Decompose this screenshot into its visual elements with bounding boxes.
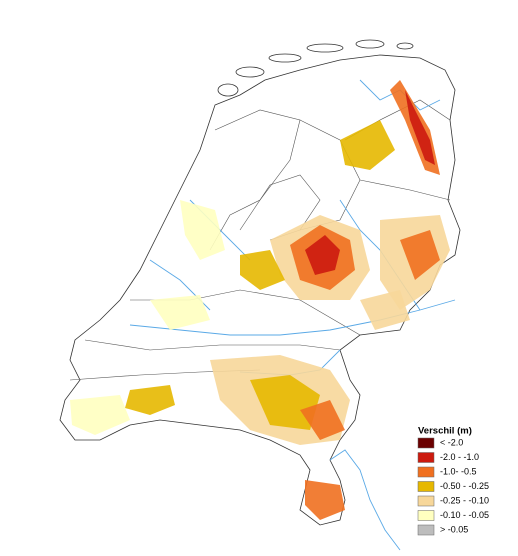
- island: [235, 66, 265, 78]
- island: [217, 83, 239, 97]
- island: [306, 43, 344, 53]
- river: [329, 449, 401, 551]
- border: [209, 109, 301, 251]
- legend-swatch: [417, 452, 435, 463]
- legend-label: < -2.0: [440, 437, 463, 447]
- legend-swatch: [417, 466, 435, 478]
- area: [70, 395, 130, 435]
- area: [305, 235, 340, 275]
- area: [405, 90, 435, 165]
- legend-label: -0.25 - -0.10: [440, 495, 489, 505]
- area: [400, 230, 440, 280]
- subsidence-areas: [70, 80, 450, 520]
- border: [359, 179, 451, 201]
- area: [240, 250, 285, 290]
- legend-label: -0.50 - -0.25: [440, 481, 489, 491]
- area: [305, 480, 345, 520]
- area: [150, 295, 210, 330]
- area: [250, 375, 320, 430]
- legend-swatch: [417, 495, 435, 507]
- legend-label: > -0.05: [440, 524, 468, 534]
- polder: [239, 174, 321, 231]
- legend-title: Verschil (m): [418, 426, 472, 437]
- legend-items: < -2.0 -2.0 - -1.0 -1.0- -0.5 -0.50 - -0.25…: [417, 437, 489, 536]
- legend: Verschil (m) < -2.0 -2.0 - -1.0 -1.0- -0.5…: [412, 422, 512, 550]
- legend-label: -2.0 - -1.0: [440, 452, 479, 462]
- border: [84, 339, 341, 351]
- area: [300, 400, 345, 440]
- island: [355, 39, 385, 49]
- area: [180, 200, 225, 260]
- river: [129, 299, 456, 336]
- area: [360, 290, 410, 330]
- islands: [217, 39, 414, 97]
- area: [125, 385, 175, 415]
- legend-label: -0.10 - -0.05: [440, 510, 489, 520]
- island: [268, 53, 302, 63]
- legend-swatch: [417, 510, 435, 521]
- island: [396, 42, 414, 50]
- legend-swatch: [417, 437, 435, 449]
- legend-swatch: [417, 524, 435, 536]
- legend-label: -1.0- -0.5: [440, 466, 477, 476]
- legend-swatch: [417, 481, 435, 492]
- area: [340, 120, 395, 170]
